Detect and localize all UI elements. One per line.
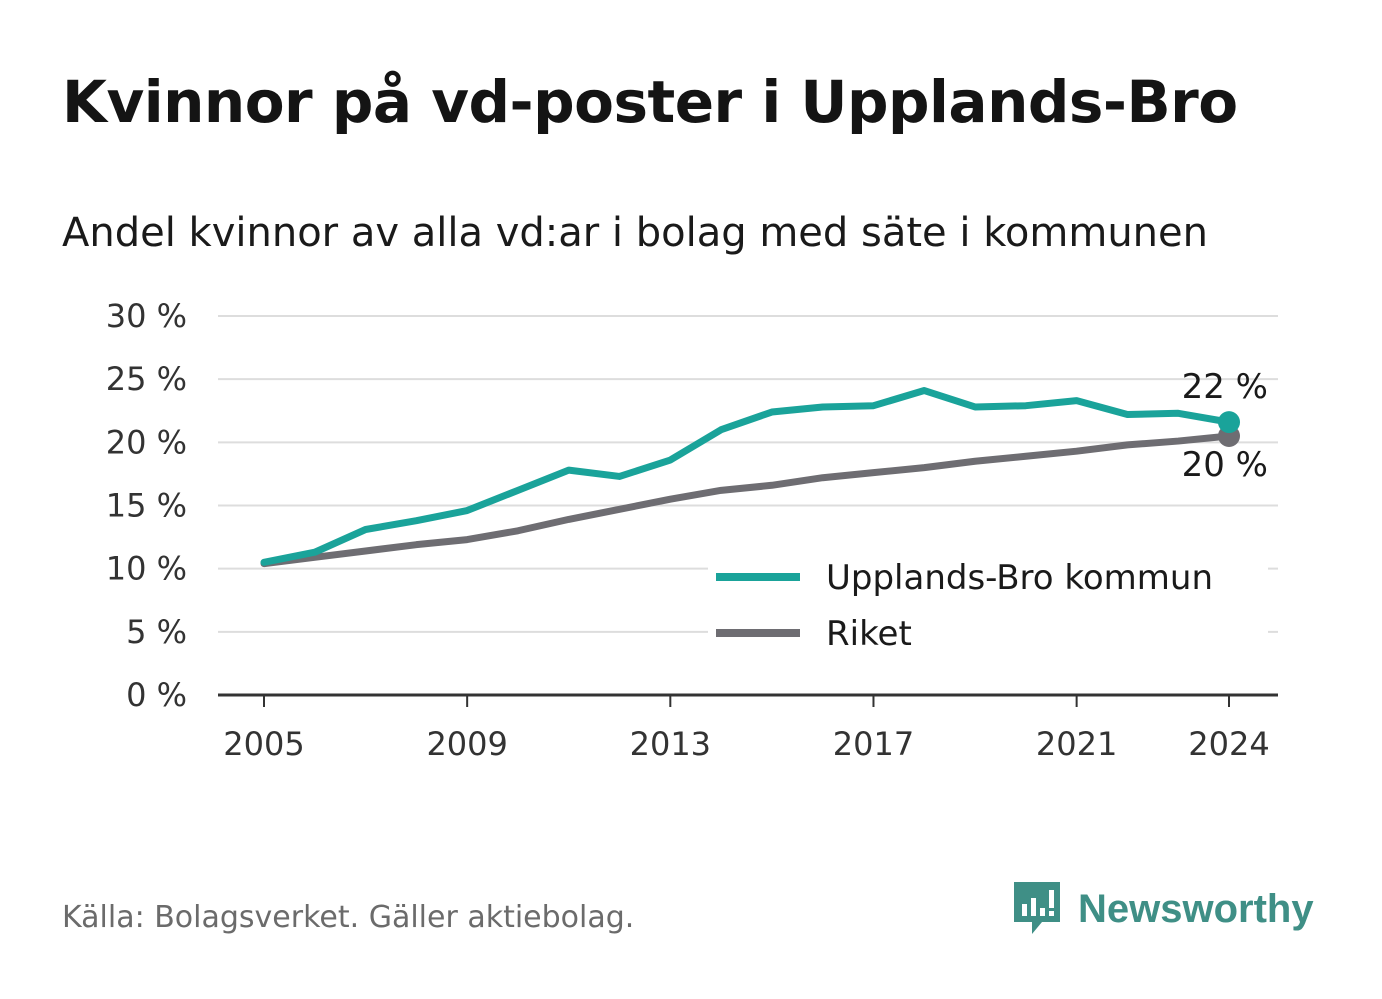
y-tick-label: 30 % — [106, 297, 187, 335]
legend: Upplands-Bro kommun Riket — [708, 548, 1268, 658]
series-line-riket — [260, 432, 1233, 568]
end-point-upplands-bro — [1218, 411, 1240, 434]
y-tick-label: 0 % — [126, 676, 187, 714]
legend-label-upplands-bro: Upplands-Bro kommun — [826, 558, 1213, 598]
y-axis-ticks: 0 % 5 % 10 % 15 % 20 % 25 % 30 % — [106, 297, 187, 714]
newsworthy-icon — [1014, 882, 1060, 934]
end-label-riket: 20 % — [1182, 445, 1268, 485]
brand-logo: Newsworthy — [1010, 878, 1314, 940]
x-tick-label: 2024 — [1188, 725, 1269, 763]
chart-subtitle: Andel kvinnor av alla vd:ar i bolag med … — [62, 210, 1208, 256]
x-tick-label: 2005 — [223, 725, 304, 763]
brand-name: Newsworthy — [1078, 886, 1314, 931]
y-tick-label: 10 % — [106, 550, 187, 588]
series-lines — [260, 387, 1240, 568]
x-tick-label: 2017 — [833, 725, 914, 763]
end-labels: 22 % 20 % — [1182, 367, 1268, 485]
x-tick-label: 2013 — [630, 725, 711, 763]
end-label-upplands-bro: 22 % — [1182, 367, 1268, 407]
source-note: Källa: Bolagsverket. Gäller aktiebolag. — [62, 900, 635, 935]
y-tick-label: 20 % — [106, 423, 187, 461]
y-tick-label: 5 % — [126, 613, 187, 651]
legend-label-riket: Riket — [826, 614, 912, 654]
y-tick-label: 25 % — [106, 360, 187, 398]
series-line-upplands-bro — [260, 387, 1233, 566]
legend-background — [708, 548, 1268, 658]
y-tick-label: 15 % — [106, 487, 187, 525]
x-axis-ticks: 2005 2009 2013 2017 2021 2024 — [223, 695, 1270, 763]
x-tick-label: 2009 — [426, 725, 507, 763]
x-tick-label: 2021 — [1036, 725, 1117, 763]
chart-title: Kvinnor på vd-poster i Upplands-Bro — [62, 68, 1238, 136]
